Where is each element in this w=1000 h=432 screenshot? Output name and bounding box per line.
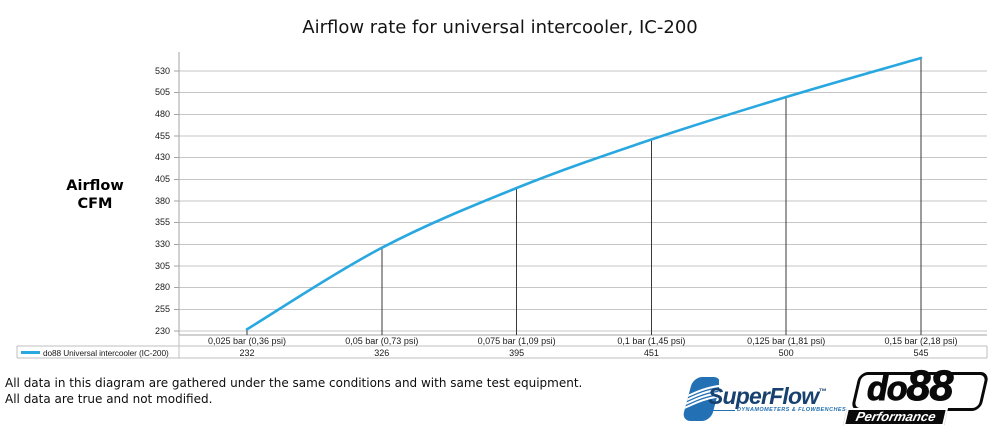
y-axis-tick-label: 455 — [154, 130, 170, 141]
x-axis-category-label: 0,075 bar (1,09 psi) — [477, 336, 556, 346]
footer-note-line1: All data in this diagram are gathered un… — [5, 376, 583, 390]
y-axis-label-line1: Airflow — [66, 178, 124, 194]
x-axis-category-label: 0,125 bar (1,81 psi) — [747, 336, 826, 346]
table-value: 451 — [643, 347, 659, 358]
y-axis-tick-label: 305 — [154, 260, 170, 271]
footer-note-line2: All data are true and not modified. — [5, 392, 213, 406]
trademark-symbol: ™ — [818, 387, 827, 396]
table-value: 395 — [509, 347, 525, 358]
y-axis-tick-label: 405 — [154, 173, 170, 184]
y-axis-tick-label: 430 — [154, 152, 170, 163]
y-axis-tick-label: 505 — [154, 87, 170, 98]
series-color-swatch — [21, 351, 40, 354]
do88-wordmark: do88 — [867, 362, 954, 411]
table-value: 500 — [778, 347, 794, 358]
y-axis-label: Airflow CFM — [48, 177, 142, 213]
table-value: 232 — [239, 347, 255, 358]
footer-note: All data in this diagram are gathered un… — [5, 375, 582, 407]
y-axis-tick-label: 530 — [154, 65, 170, 76]
x-axis-category-label: 0,1 bar (1,45 psi) — [617, 336, 686, 346]
superflow-wordmark: SuperFlow™ — [708, 383, 827, 409]
do88-logo: do88 Performance — [842, 362, 997, 428]
table-value: 545 — [913, 347, 929, 358]
superflow-tagline: DYNAMOMETERS & FLOWBENCHES — [710, 407, 847, 413]
legend: do88 Universal intercooler (IC-200) — [17, 347, 182, 358]
table-value: 326 — [374, 347, 390, 358]
y-axis-tick-label: 230 — [154, 325, 170, 336]
superflow-logo: SuperFlow™ DYNAMOMETERS & FLOWBENCHES — [672, 374, 902, 426]
x-axis-category-label: 0,15 bar (2,18 psi) — [884, 336, 958, 346]
y-axis-tick-label: 355 — [154, 217, 170, 228]
series-name-label: do88 Universal intercooler (IC-200) — [43, 347, 169, 358]
y-axis-tick-label: 280 — [154, 282, 170, 293]
y-axis-tick-label: 255 — [154, 303, 170, 314]
y-axis-label-line2: CFM — [77, 196, 113, 212]
x-axis-category-label: 0,05 bar (0,73 psi) — [345, 336, 419, 346]
do88-performance-banner: Performance — [842, 408, 949, 426]
y-axis-tick-label: 480 — [154, 108, 170, 119]
series-line — [245, 56, 923, 331]
y-axis-tick-labels: 230 255 280 305 330 355 380 405 430 455 480 505 530 — [104, 0, 170, 432]
chart-title: Airflow rate for universal intercooler, … — [302, 17, 698, 38]
y-axis-tick-label: 380 — [154, 195, 170, 206]
y-axis-tick-label: 330 — [154, 238, 170, 249]
x-axis-category-label: 0,025 bar (0,36 psi) — [207, 336, 287, 346]
